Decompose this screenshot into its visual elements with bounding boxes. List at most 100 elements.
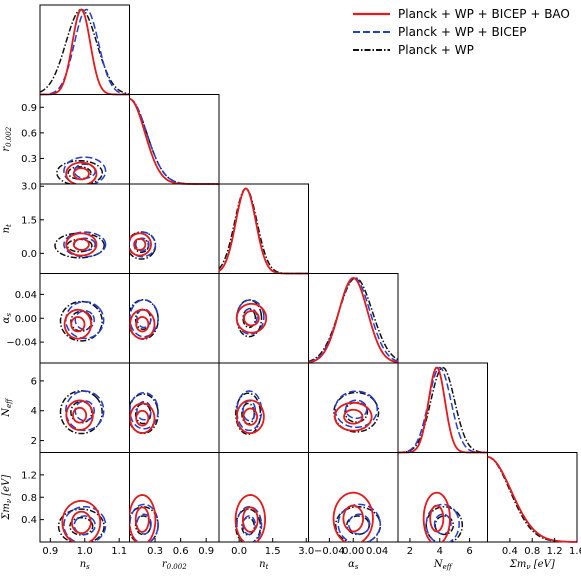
panel-frame <box>129 362 220 453</box>
x-tick-label: 1.6 <box>569 546 581 557</box>
panel-frame <box>308 452 399 543</box>
contour-nt-mnu-pwb_bao-1 <box>242 506 259 533</box>
panel-frame <box>397 362 488 453</box>
contour-ns-neff-pw-2 <box>59 390 103 435</box>
contour-r-mnu-pwb-1 <box>136 513 152 535</box>
x-tick-label: −0.04 <box>314 546 345 557</box>
x-tick-label: 0.04 <box>366 546 388 557</box>
x-tick-label: 0.4 <box>502 546 518 557</box>
marginal-nt-pw <box>218 187 309 275</box>
y-axis-label-mnu: Σmν [eV] <box>1 475 13 521</box>
x-tick-label: 6 <box>466 546 472 557</box>
y-tick-label: −0.04 <box>6 338 37 349</box>
panel-r-as <box>129 273 220 364</box>
contour-ns-r-pwb-2 <box>63 156 107 184</box>
panel-frame <box>39 362 130 453</box>
marginal-as-pwb_bao <box>308 277 399 364</box>
panel-ns-nt: 0.0 1.5 3.0 nt <box>1 182 130 274</box>
y-tick-label: 6 <box>31 376 37 387</box>
contour-nt-mnu-pwb_bao-2 <box>234 494 266 542</box>
marginal-r-pwb <box>129 98 219 185</box>
y-axis-label-nt: nt <box>1 224 13 233</box>
y-tick-label: 4 <box>31 406 37 417</box>
contour-neff-mnu-pwb_bao-2 <box>422 491 451 542</box>
x-tick-label: 1.2 <box>547 546 563 557</box>
marginal-r-pwb_bao <box>129 98 219 185</box>
contour-nt-neff-pwb_bao-2 <box>235 399 265 435</box>
panel-frame <box>397 452 488 543</box>
contour-ns-mnu-pwb-2 <box>63 506 107 542</box>
marginal-ns-pwb_bao <box>40 8 130 96</box>
x-tick-label: 0.3 <box>147 546 163 557</box>
contour-ns-as-pwb_bao-1 <box>70 316 86 333</box>
x-tick-label: 0.9 <box>198 546 214 557</box>
contour-neff-mnu-pw-1 <box>434 515 455 536</box>
panel-frame <box>39 183 130 274</box>
contour-ns-neff-pwb-1 <box>74 400 95 422</box>
panel-r-neff <box>129 362 220 453</box>
panel-nt-mnu: 0.0 1.5 3.0 nt <box>218 452 314 571</box>
panel-r-mnu: 0.3 0.6 0.9 r0.002 <box>129 452 220 571</box>
x-tick-label: 3.0 <box>298 546 314 557</box>
contour-neff-mnu-pw-2 <box>425 506 464 542</box>
x-tick-label: 0.9 <box>42 546 58 557</box>
marginal-ns-pwb <box>39 8 130 96</box>
panel-frame <box>308 362 399 453</box>
x-tick-label: 0.00 <box>342 546 364 557</box>
y-axis-label-r: r0.002 <box>1 126 13 151</box>
contour-as-mnu-pwb-1 <box>347 513 371 535</box>
contour-nt-neff-pwb-1 <box>242 400 257 422</box>
contour-ns-mnu-pwb_bao-1 <box>70 510 92 535</box>
panel-nt-nt <box>218 183 309 275</box>
contour-ns-nt-pw-2 <box>54 232 105 259</box>
y-tick-label: 0.8 <box>21 493 37 504</box>
panel-frame <box>218 362 309 453</box>
contour-neff-mnu-pwb-1 <box>433 513 452 535</box>
legend-label: Planck + WP + BICEP + BAO <box>398 7 570 21</box>
contour-r-nt-pw-1 <box>133 238 150 254</box>
y-tick-label: 1.5 <box>21 215 37 226</box>
contour-nt-neff-pw-2 <box>235 392 262 435</box>
contour-r-as-pwb-1 <box>136 308 152 329</box>
x-tick-label: 0.8 <box>524 546 540 557</box>
panel-mnu-mnu: 0.4 0.8 1.2 1.6 Σmν [eV] <box>487 452 581 571</box>
legend-entry-pwb: Planck + WP + BICEP <box>353 25 527 39</box>
marginal-as-pwb <box>308 277 399 363</box>
contour-r-nt-pwb-1 <box>134 237 150 252</box>
panel-grid: 0.30.60.9r0.0020.01.53.0nt−0.040.000.04α… <box>1 4 581 571</box>
y-tick-label: 3.0 <box>21 182 37 193</box>
contour-ns-nt-pwb_bao-2 <box>65 232 98 257</box>
contour-as-neff-pwb-2 <box>334 390 378 429</box>
panel-frame <box>39 452 130 543</box>
contour-as-mnu-pwb_bao-1 <box>342 504 364 533</box>
marginal-r-pw <box>129 98 219 185</box>
contour-nt-mnu-pwb-1 <box>242 515 257 536</box>
contour-r-neff-pwb_bao-1 <box>135 409 150 427</box>
panel-r-r <box>129 94 220 185</box>
contour-r-nt-pwb-2 <box>129 231 157 258</box>
contour-neff-mnu-pwb_bao-1 <box>429 504 445 533</box>
contour-ns-r-pwb_bao-2 <box>65 161 98 184</box>
contour-ns-as-pw-1 <box>70 310 93 332</box>
contour-r-mnu-pwb_bao-2 <box>129 494 157 542</box>
contour-ns-neff-pwb-2 <box>65 390 105 432</box>
x-axis-label-ns: ns <box>80 559 90 571</box>
contour-r-mnu-pwb_bao-1 <box>134 506 150 533</box>
panel-neff-neff <box>397 362 488 454</box>
marginal-mnu-pwb_bao <box>487 456 578 543</box>
contour-r-as-pwb_bao-1 <box>135 316 150 333</box>
y-tick-label: 0.6 <box>21 128 37 139</box>
contour-r-mnu-pwb-2 <box>129 503 159 542</box>
panel-frame <box>129 183 220 274</box>
contour-as-mnu-pwb_bao-2 <box>332 491 374 542</box>
panel-ns-ns <box>39 4 130 96</box>
contour-nt-as-pwb_bao-2 <box>235 302 268 334</box>
contour-nt-as-pwb-2 <box>236 299 265 335</box>
x-tick-label: 1.5 <box>265 546 281 557</box>
x-axis-label-as: αs <box>348 559 359 571</box>
y-tick-label: 0.04 <box>15 290 37 301</box>
x-tick-label: 0.6 <box>173 546 189 557</box>
contour-ns-as-pw-2 <box>59 300 103 342</box>
panel-ns-mnu: 0.9 1.0 1.1 ns 0.4 0.8 1.2 Σmν [eV] <box>1 452 130 571</box>
